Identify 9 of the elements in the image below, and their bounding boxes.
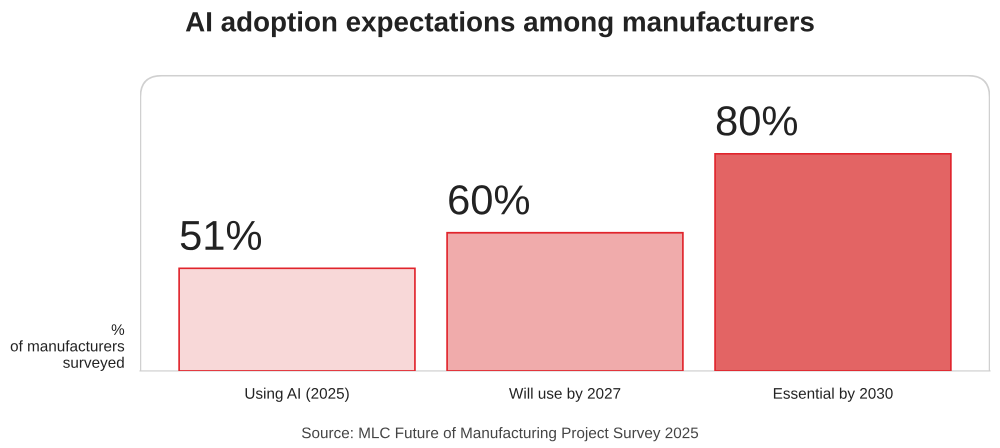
data-label: 51% xyxy=(180,220,262,250)
data-label: 80% xyxy=(716,106,797,136)
x-tick-label: Essential by 2030 xyxy=(774,388,893,402)
y-axis-title: % of manufacturers surveyed xyxy=(10,324,124,371)
x-tick-label: Using AI (2025) xyxy=(246,388,349,402)
source-note: Source: MLC Future of Manufacturing Project Survey 2025 xyxy=(302,427,698,442)
data-label: 60% xyxy=(449,185,530,215)
chart-title: AI adoption expectations among manufacturers xyxy=(186,11,814,38)
x-tick-label: Will use by 2027 xyxy=(509,388,620,402)
